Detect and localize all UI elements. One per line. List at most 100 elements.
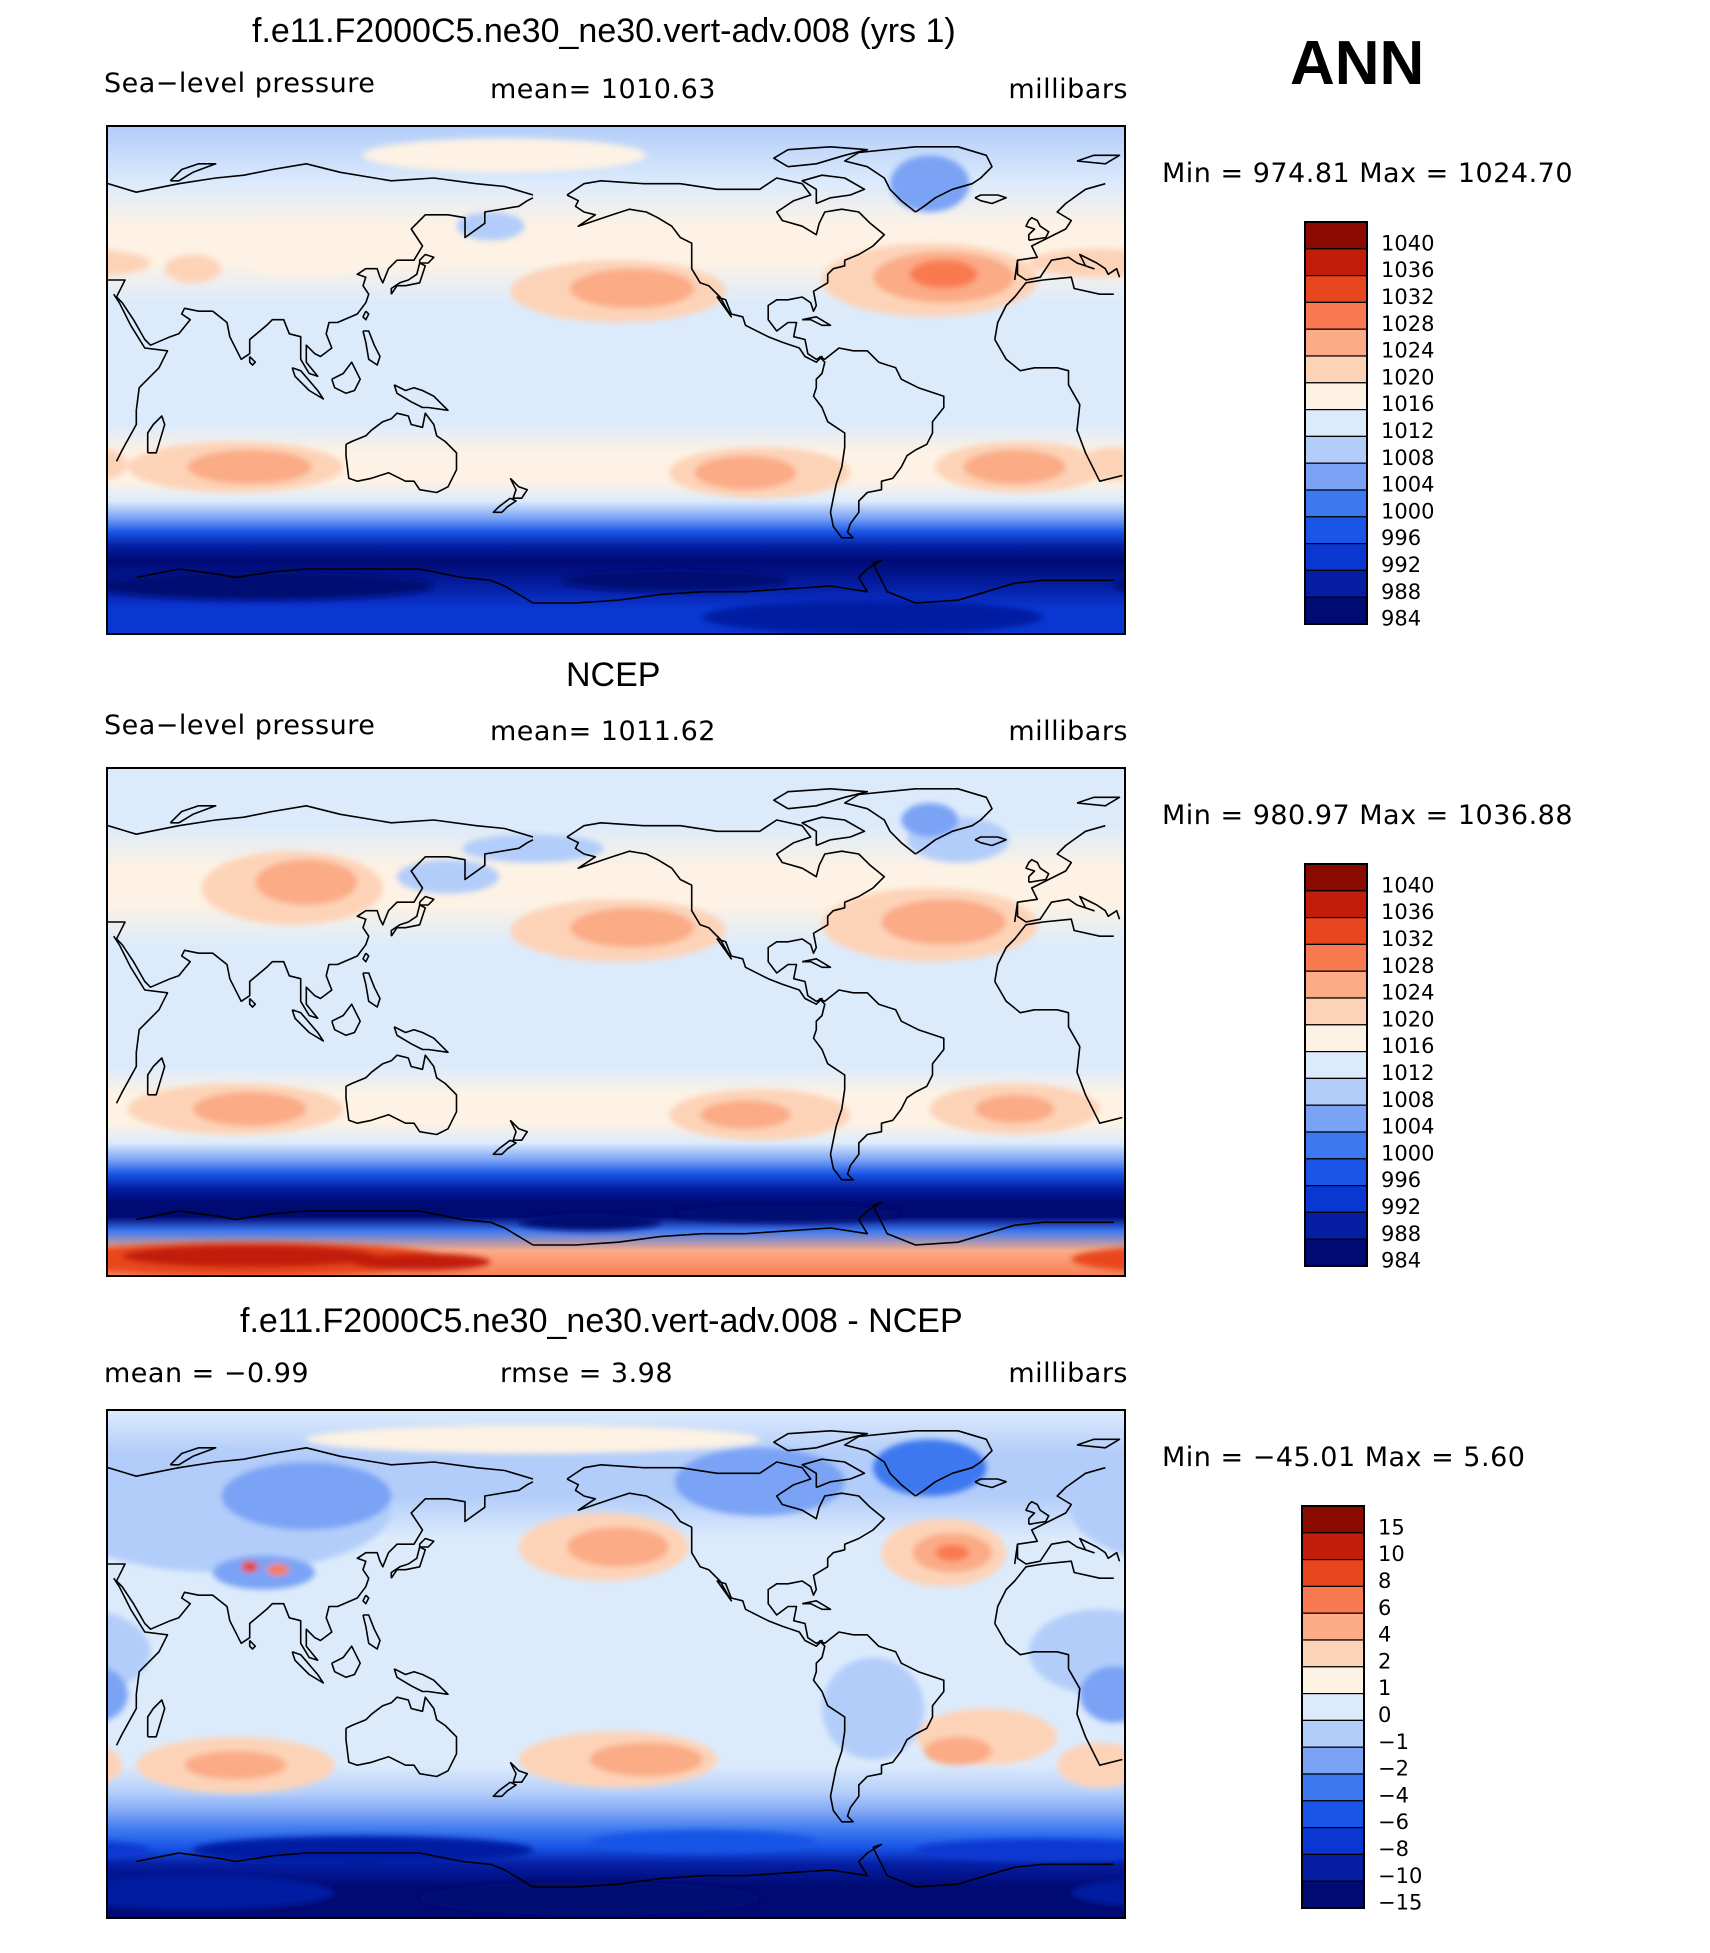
contour-region	[241, 1561, 259, 1573]
contour-region	[924, 1736, 992, 1766]
colorbar-swatch	[1301, 1800, 1365, 1829]
contour-region	[419, 1881, 760, 1916]
coastline-hokkaido	[418, 253, 435, 264]
coastline-baffin	[801, 816, 866, 847]
colorbar-tick-label: 1024	[1381, 981, 1434, 1005]
colorbar-swatch	[1304, 489, 1368, 518]
contour-region	[700, 1100, 791, 1129]
contour-region	[909, 260, 978, 289]
colorbar-swatch	[1304, 1185, 1368, 1214]
colorbar-tick-label: 988	[1381, 580, 1421, 604]
colorbar-tick-label: 4	[1378, 1623, 1391, 1647]
colorbar-swatch	[1304, 274, 1368, 303]
contour-region	[235, 231, 378, 278]
min-max-label: Min = 974.81 Max = 1024.70	[1162, 158, 1574, 189]
coastline-taiwan	[362, 310, 370, 321]
min-max-label: Min = 980.97 Max = 1036.88	[1162, 800, 1574, 831]
coastline-africa	[994, 1623, 1123, 1767]
colorbar-swatch	[1304, 890, 1368, 919]
coastline-australia	[345, 1054, 458, 1136]
coastline-nz2	[492, 1139, 517, 1156]
coastline-australia	[345, 412, 458, 494]
coastlines	[108, 1429, 1123, 1888]
colorbar-tick-label: −1	[1378, 1730, 1409, 1754]
colorbar-tick-label: 15	[1378, 1515, 1405, 1539]
colorbar-tick-label: 1020	[1381, 365, 1434, 389]
colorbar-swatch	[1304, 248, 1368, 277]
colorbar-swatch	[1301, 1585, 1365, 1614]
coastline-eurasia	[1013, 182, 1106, 281]
colorbar-tick-label: −2	[1378, 1757, 1409, 1781]
colorbar-tick-label: 10	[1378, 1542, 1405, 1566]
colorbar-swatch	[1304, 1211, 1368, 1240]
coastline-uk	[1025, 216, 1050, 242]
contour-region	[193, 1092, 307, 1126]
contour-region	[674, 1205, 902, 1223]
colorbar-swatch	[1301, 1719, 1365, 1748]
map-panel	[106, 125, 1126, 635]
coastline-novaya	[169, 804, 217, 824]
contour-region	[462, 834, 604, 863]
coastline-antarctica2	[136, 568, 534, 604]
colorbar-swatch	[1304, 301, 1368, 330]
colorbar-tick-label: 1028	[1381, 954, 1434, 978]
coastline-png	[393, 384, 449, 412]
contour-region	[935, 1544, 970, 1562]
colorbar-tick-label: −8	[1378, 1837, 1409, 1861]
mean-label: mean = −0.99	[104, 1358, 310, 1389]
map-panel	[106, 1409, 1126, 1919]
colorbar-swatch	[1304, 1077, 1368, 1106]
colorbar-swatch	[1301, 1693, 1365, 1722]
contour-region	[589, 1830, 817, 1853]
coastline-hokkaido	[418, 895, 435, 906]
colorbar-tick-label: 1040	[1381, 873, 1434, 897]
contour-region	[881, 899, 1007, 945]
coastline-greenland	[843, 1429, 993, 1497]
contour-region	[1071, 1465, 1124, 1556]
coastline-sumatra	[291, 1651, 325, 1684]
colorbar-swatch	[1301, 1773, 1365, 1802]
contour-region	[122, 1245, 378, 1268]
coastline-greenland	[843, 145, 993, 213]
colorbar-swatch	[1301, 1746, 1365, 1775]
colorbar-swatch	[1304, 970, 1368, 999]
coastline-eurasia2	[1016, 895, 1121, 923]
colorbar-swatch	[1301, 1612, 1365, 1641]
contour-region	[569, 907, 695, 948]
contour-region	[873, 1439, 987, 1496]
contour-region	[108, 1841, 151, 1859]
coastline-sri	[248, 997, 257, 1008]
colorbar-tick-label: 1000	[1381, 499, 1434, 523]
coastline-samerica	[812, 989, 945, 1181]
contour-region	[164, 254, 222, 283]
contour-region	[108, 1875, 335, 1910]
coastline-uk	[1025, 858, 1050, 884]
coastline-iceland	[974, 1478, 1008, 1489]
contour-region	[569, 268, 695, 309]
coastline-eurasia	[108, 1446, 534, 1480]
coastline-namerica	[566, 819, 886, 1005]
coastline-hokkaido	[418, 1537, 435, 1548]
colorbar-tick-label: 1012	[1381, 419, 1434, 443]
contour-region	[363, 138, 647, 173]
coastline-philippines	[362, 972, 381, 1008]
colorbar: 984 988 992 996 1000 1004 1008 1012 1016 1020 1024…	[1304, 221, 1485, 631]
units-label: millibars	[1008, 1358, 1128, 1389]
variable-label: Sea−level pressure	[104, 68, 376, 99]
colorbar-swatch	[1304, 409, 1368, 438]
colorbar-tick-label: 1032	[1381, 285, 1434, 309]
coastline-eurasia	[108, 162, 534, 196]
coastline-borneo	[331, 1645, 361, 1679]
coastline-samerica	[812, 1631, 945, 1823]
contour-region	[108, 448, 128, 480]
colorbar-tick-label: 984	[1381, 607, 1421, 631]
contour-region	[1071, 1247, 1124, 1271]
coastline-nz1	[509, 1119, 529, 1142]
coastline-japan	[390, 262, 427, 295]
colorbar-tick-label: 1008	[1381, 446, 1434, 470]
colorbar-tick-label: −10	[1378, 1864, 1422, 1888]
coastline-ellesmere	[772, 787, 869, 810]
contour-region	[703, 600, 1043, 633]
colorbar-swatch	[1304, 569, 1368, 598]
colorbar-swatch	[1304, 997, 1368, 1026]
